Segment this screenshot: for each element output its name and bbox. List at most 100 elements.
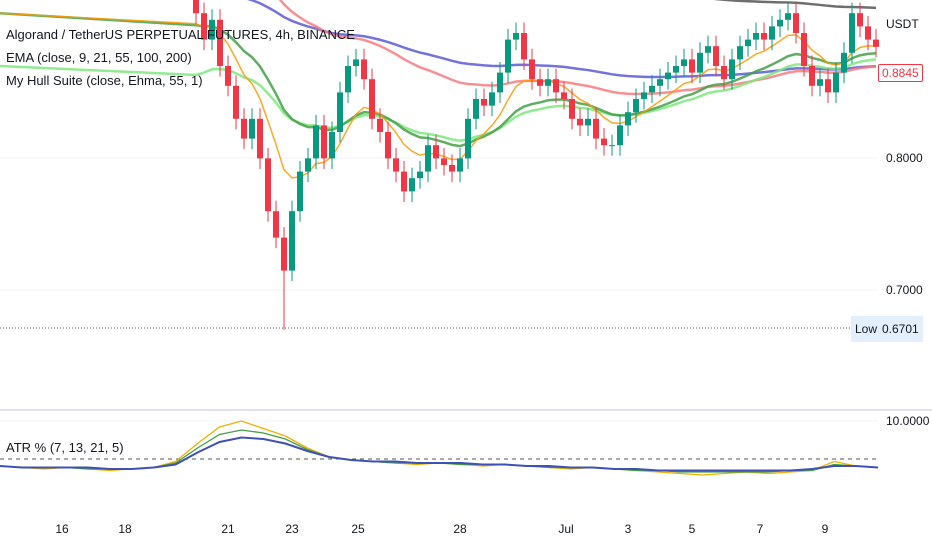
candle-body bbox=[705, 46, 711, 53]
candle-body bbox=[777, 19, 783, 27]
last-price-tag: 0.8845 bbox=[878, 64, 923, 82]
candle-body bbox=[321, 125, 327, 159]
time-label: Jul bbox=[558, 522, 574, 536]
candle-body bbox=[873, 39, 879, 47]
candle-body bbox=[801, 33, 807, 66]
candle-body bbox=[657, 79, 663, 86]
ema21-line bbox=[0, 11, 877, 148]
candle-body bbox=[865, 26, 871, 40]
candle-body bbox=[361, 59, 367, 80]
candle-body bbox=[721, 66, 727, 80]
candle-body bbox=[745, 39, 751, 47]
time-label: 5 bbox=[688, 522, 696, 536]
candle-body bbox=[369, 79, 375, 119]
candle-body bbox=[601, 138, 607, 146]
candle-body bbox=[297, 171, 303, 212]
atr-line bbox=[0, 436, 879, 472]
candle-body bbox=[593, 118, 599, 139]
candle-body bbox=[857, 13, 863, 27]
candle-body bbox=[233, 85, 239, 119]
candle-body bbox=[345, 66, 351, 93]
low-value: 0.6701 bbox=[878, 316, 923, 342]
candle-body bbox=[665, 72, 671, 80]
time-label: 9 bbox=[821, 522, 829, 536]
candle-body bbox=[385, 132, 391, 159]
candle-body bbox=[609, 145, 615, 147]
candle-body bbox=[521, 33, 527, 60]
candle-body bbox=[713, 46, 719, 66]
candle-body bbox=[281, 237, 287, 271]
candle-body bbox=[305, 158, 311, 172]
candle-body bbox=[497, 72, 503, 93]
time-label: 21 bbox=[221, 522, 235, 536]
candle-body bbox=[377, 118, 383, 132]
time-label: 7 bbox=[756, 522, 764, 536]
candle-body bbox=[577, 118, 583, 126]
atr-tick: 10.0000 bbox=[886, 414, 930, 428]
candle-body bbox=[569, 99, 575, 119]
candle-body bbox=[433, 145, 439, 159]
time-label: 3 bbox=[624, 522, 632, 536]
candle-body bbox=[689, 59, 695, 73]
time-label: 25 bbox=[351, 522, 365, 536]
candle-body bbox=[625, 112, 631, 126]
candle-body bbox=[241, 118, 247, 139]
candle-body bbox=[697, 52, 703, 73]
currency-label: USDT bbox=[886, 17, 919, 31]
candle-body bbox=[337, 92, 343, 132]
candle-body bbox=[409, 178, 415, 192]
candle-body bbox=[353, 59, 359, 66]
hull-legend[interactable]: My Hull Suite (close, Ehma, 55, 1) bbox=[6, 73, 203, 88]
candle-body bbox=[737, 46, 743, 60]
candle-body bbox=[817, 79, 823, 86]
candle-body bbox=[217, 19, 223, 66]
candle-body bbox=[641, 92, 647, 99]
candles bbox=[193, 0, 879, 330]
atr-legend[interactable]: ATR % (7, 13, 21, 5) bbox=[6, 440, 124, 455]
candle-body bbox=[209, 19, 215, 40]
candle-body bbox=[673, 66, 679, 73]
price-tick: 0.7000 bbox=[886, 283, 923, 297]
candle-body bbox=[329, 132, 335, 159]
time-label: 28 bbox=[453, 522, 467, 536]
candle-body bbox=[633, 99, 639, 113]
candle-body bbox=[257, 118, 263, 159]
candle-body bbox=[545, 79, 551, 86]
candle-body bbox=[649, 85, 655, 93]
candle-body bbox=[481, 99, 487, 106]
candle-body bbox=[761, 33, 767, 40]
candle-body bbox=[489, 92, 495, 106]
candle-body bbox=[617, 125, 623, 146]
time-label: 23 bbox=[285, 522, 299, 536]
candle-body bbox=[529, 59, 535, 80]
candle-body bbox=[769, 26, 775, 40]
candle-body bbox=[553, 79, 559, 93]
ema-legend[interactable]: EMA (close, 9, 21, 55, 100, 200) bbox=[6, 50, 192, 65]
candle-body bbox=[561, 92, 567, 99]
candle-body bbox=[225, 66, 231, 86]
candle-body bbox=[449, 165, 455, 172]
candle-body bbox=[505, 39, 511, 73]
atr-line bbox=[0, 420, 879, 476]
atr-line bbox=[0, 429, 879, 473]
symbol-title[interactable]: Algorand / TetherUS PERPETUAL FUTURES, 4… bbox=[6, 27, 355, 42]
candle-body bbox=[289, 211, 295, 271]
candle-body bbox=[585, 118, 591, 126]
hull-line bbox=[0, 58, 877, 142]
candle-body bbox=[273, 211, 279, 238]
candle-body bbox=[825, 79, 831, 93]
grid bbox=[0, 157, 932, 460]
candle-body bbox=[473, 99, 479, 119]
candle-body bbox=[201, 13, 207, 40]
candle-body bbox=[193, 0, 199, 14]
time-label: 18 bbox=[118, 522, 132, 536]
candle-body bbox=[465, 118, 471, 159]
candle-body bbox=[833, 72, 839, 93]
candle-body bbox=[249, 118, 255, 139]
price-tick: 0.8000 bbox=[886, 151, 923, 165]
low-label: Low bbox=[851, 316, 882, 342]
candle-body bbox=[753, 33, 759, 40]
candle-body bbox=[417, 171, 423, 179]
candle-body bbox=[793, 13, 799, 33]
